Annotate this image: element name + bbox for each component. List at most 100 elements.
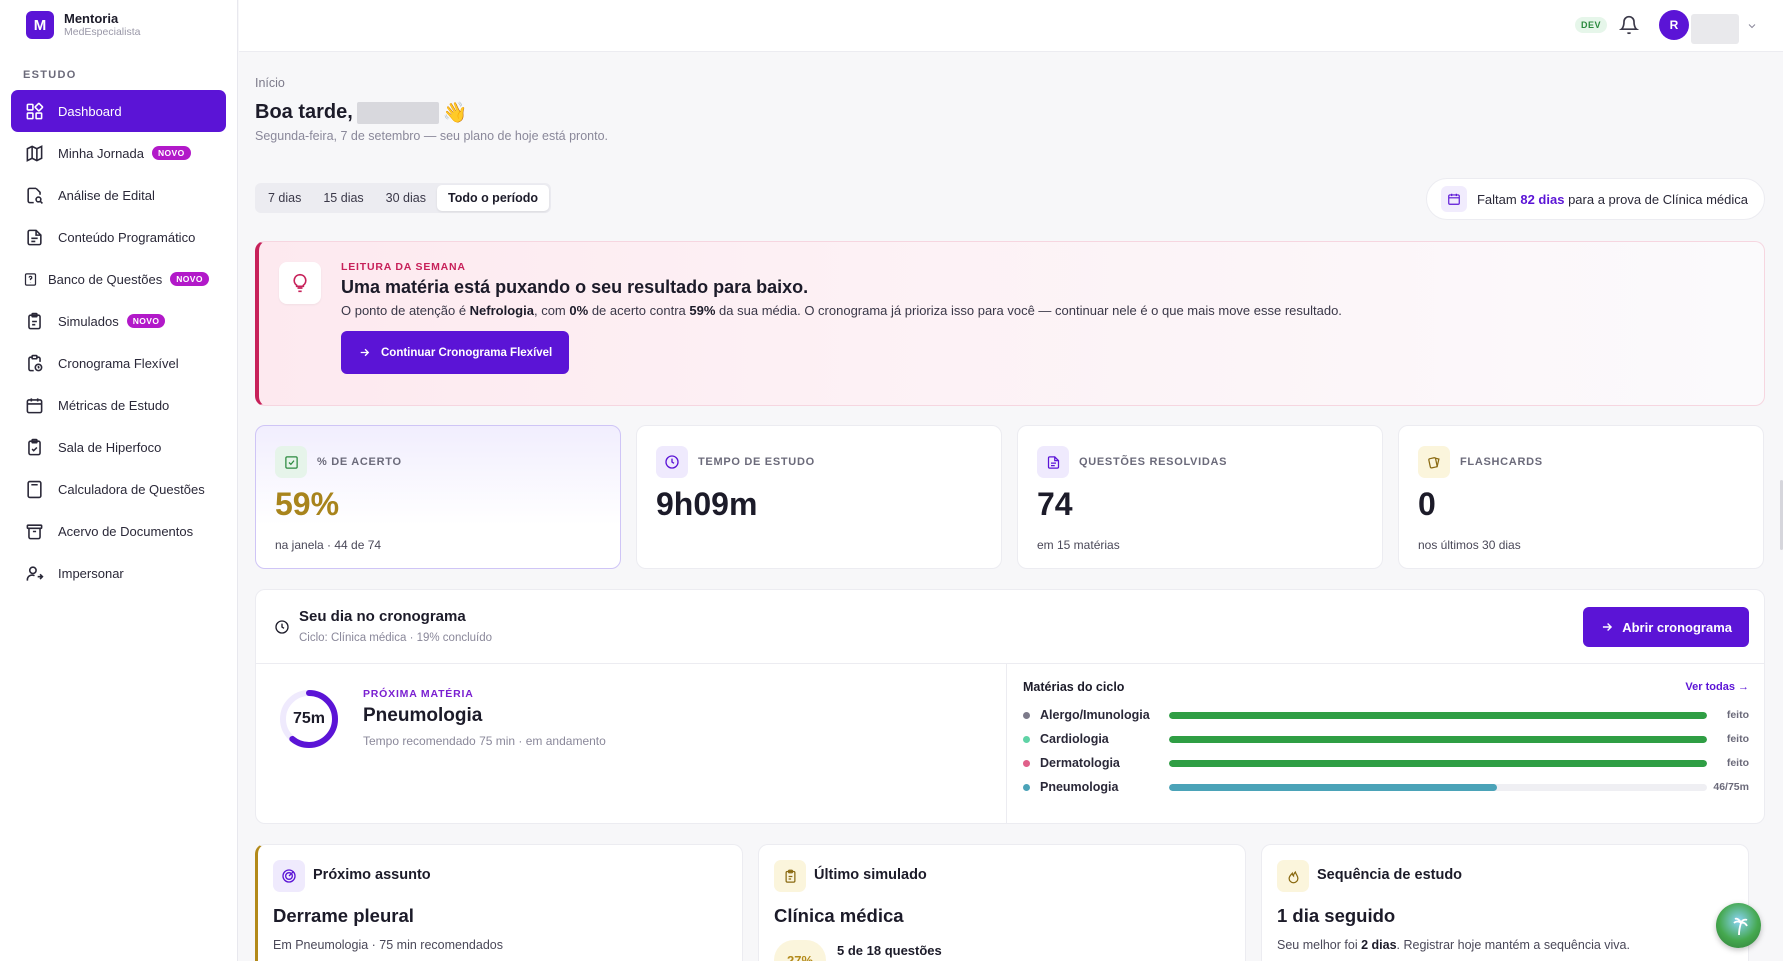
cycle-subject-row[interactable]: Cardiologia feito xyxy=(1023,730,1749,748)
check-square-icon xyxy=(275,446,307,478)
kpi-label: TEMPO DE ESTUDO xyxy=(698,456,815,468)
sidebar: M Mentoria MedEspecialista ESTUDO Dashbo… xyxy=(0,0,238,961)
arrow-right-icon xyxy=(360,348,370,357)
scrollbar[interactable] xyxy=(1780,480,1783,550)
kpi-value: 59% xyxy=(275,486,340,522)
sidebar-item-cronograma[interactable]: Cronograma Flexível xyxy=(11,342,226,384)
cards-icon xyxy=(1418,446,1450,478)
card-main: Clínica médica xyxy=(774,905,904,926)
file-list-icon xyxy=(27,229,42,245)
user-name-redacted[interactable] xyxy=(1691,14,1739,44)
next-time: 75m xyxy=(292,710,326,727)
exam-countdown: Faltam 82 dias para a prova de Clínica m… xyxy=(1425,178,1765,220)
cycle-subject-row[interactable]: Pneumologia 46/75m xyxy=(1023,778,1749,796)
kpi-card-flashcards[interactable]: FLASHCARDS 0 nos últimos 30 dias xyxy=(1398,425,1764,569)
sidebar-item-analise-edital[interactable]: Análise de Edital xyxy=(11,174,226,216)
archive-icon xyxy=(26,523,43,539)
period-30-dias[interactable]: 30 dias xyxy=(385,191,426,205)
card-main: 1 dia seguido xyxy=(1277,905,1396,926)
kpi-card-questoes[interactable]: QUESTÕES RESOLVIDAS 74 em 15 matérias xyxy=(1017,425,1383,569)
novo-badge: NOVO xyxy=(126,314,166,328)
card-sub: Seu melhor foi 2 dias. Registrar hoje ma… xyxy=(1277,938,1630,952)
sidebar-item-label: Banco de Questões xyxy=(48,271,163,287)
env-badge: DEV xyxy=(1574,17,1607,33)
subject-status: feito xyxy=(1726,709,1749,721)
subject-status: 46/75m xyxy=(1713,781,1749,793)
next-subject[interactable]: Pneumologia xyxy=(363,705,483,726)
sidebar-section-label: ESTUDO xyxy=(23,69,77,81)
card-title: Sequência de estudo xyxy=(1317,867,1463,883)
user-switch-icon xyxy=(26,565,44,581)
sidebar-item-label: Análise de Edital xyxy=(58,187,155,203)
chevron-down-icon[interactable] xyxy=(1746,20,1758,32)
clock-icon xyxy=(275,620,289,634)
sidebar-item-simulados[interactable]: Simulados NOVO xyxy=(11,300,226,342)
subject-name: Alergo/Imunologia xyxy=(1040,708,1150,722)
period-todo[interactable]: Todo o período xyxy=(436,185,550,211)
sidebar-item-minha-jornada[interactable]: Minha Jornada NOVO xyxy=(11,132,226,174)
see-all-link[interactable]: Ver todas → xyxy=(1685,681,1749,693)
cycle-subject-row[interactable]: Alergo/Imunologia feito xyxy=(1023,706,1749,724)
subject-progress-fill xyxy=(1169,783,1498,791)
sidebar-item-conteudo[interactable]: Conteúdo Programático xyxy=(11,216,226,258)
open-schedule-button[interactable]: Abrir cronograma xyxy=(1583,607,1749,647)
breadcrumb[interactable]: Início xyxy=(255,76,285,90)
study-streak-card[interactable]: Sequência de estudo 1 dia seguido Seu me… xyxy=(1261,844,1749,961)
flame-icon xyxy=(1277,860,1309,892)
sidebar-item-impersonar[interactable]: Impersonar xyxy=(11,552,226,594)
kpi-sub: em 15 matérias xyxy=(1037,538,1120,552)
sidebar-item-label: Acervo de Documentos xyxy=(58,523,194,539)
kpi-card-acerto[interactable]: % DE ACERTO 59% na janela · 44 de 74 xyxy=(255,425,621,569)
bell-icon[interactable] xyxy=(1619,15,1639,35)
kpi-row: % DE ACERTO 59% na janela · 44 de 74 TEM… xyxy=(255,425,1764,569)
sidebar-item-metricas[interactable]: Métricas de Estudo xyxy=(11,384,226,426)
subject-name: Dermatologia xyxy=(1040,756,1120,770)
clipboard-list-icon xyxy=(774,860,806,892)
schedule-title: Seu dia no cronograma xyxy=(299,608,466,625)
sidebar-item-label: Métricas de Estudo xyxy=(58,397,170,413)
sidebar-item-label: Dashboard xyxy=(58,103,122,119)
schedule-card: Seu dia no cronograma Ciclo: Clínica méd… xyxy=(255,589,1765,824)
next-topic-card[interactable]: Próximo assunto Derrame pleural Em Pneum… xyxy=(255,844,743,961)
sidebar-item-label: Cronograma Flexível xyxy=(58,355,179,371)
file-search-icon xyxy=(27,187,43,204)
period-15-dias[interactable]: 15 dias xyxy=(323,191,364,205)
kpi-value: 74 xyxy=(1037,486,1073,522)
palm-tree-icon xyxy=(1732,917,1748,935)
novo-badge: NOVO xyxy=(170,272,209,286)
subject-name: Cardiologia xyxy=(1040,732,1109,746)
brand[interactable]: M Mentoria MedEspecialista xyxy=(26,11,140,39)
sidebar-item-banco-questoes[interactable]: Banco de Questões NOVO xyxy=(11,258,226,300)
progress-ring xyxy=(280,690,338,748)
insight-kicker: LEITURA DA SEMANA xyxy=(341,261,466,273)
countdown-days: 82 dias xyxy=(1520,191,1565,207)
sidebar-item-label: Simulados xyxy=(58,313,119,329)
sidebar-item-label: Conteúdo Programático xyxy=(58,229,196,245)
next-subject-panel: 75m PRÓXIMA MATÉRIA Pneumologia Tempo re… xyxy=(256,664,1007,823)
target-icon xyxy=(273,860,305,892)
clipboard-icon xyxy=(28,312,41,329)
sidebar-item-dashboard[interactable]: Dashboard xyxy=(11,90,226,132)
subject-progress-bar xyxy=(1169,735,1707,743)
kpi-label: FLASHCARDS xyxy=(1460,456,1543,468)
brand-title: Mentoria xyxy=(64,11,119,26)
assistant-button[interactable] xyxy=(1716,903,1761,948)
card-main: Derrame pleural xyxy=(273,905,414,926)
calendar-icon xyxy=(26,397,43,413)
lightbulb-icon xyxy=(279,262,321,304)
period-7-dias[interactable]: 7 dias xyxy=(268,191,302,205)
brand-logo: M xyxy=(26,11,54,39)
continue-cronograma-button[interactable]: Continuar Cronograma Flexível xyxy=(341,331,570,374)
subject-dot xyxy=(1023,711,1030,719)
cycle-subject-row[interactable]: Dermatologia feito xyxy=(1023,754,1749,772)
sidebar-item-calculadora[interactable]: Calculadora de Questões xyxy=(11,468,226,510)
kpi-card-tempo[interactable]: TEMPO DE ESTUDO 9h09m xyxy=(636,425,1002,569)
next-subtitle: Tempo recomendado 75 min · em andamento xyxy=(363,734,606,748)
kpi-sub: na janela · 44 de 74 xyxy=(275,538,382,552)
simulado-score: 27% xyxy=(774,940,826,961)
sidebar-item-hiperfoco[interactable]: Sala de Hiperfoco xyxy=(11,426,226,468)
last-simulado-card[interactable]: Último simulado Clínica médica 27% 5 de … xyxy=(758,844,1246,961)
kpi-label: QUESTÕES RESOLVIDAS xyxy=(1079,456,1228,468)
sidebar-item-acervo[interactable]: Acervo de Documentos xyxy=(11,510,226,552)
avatar[interactable]: R xyxy=(1659,10,1689,40)
